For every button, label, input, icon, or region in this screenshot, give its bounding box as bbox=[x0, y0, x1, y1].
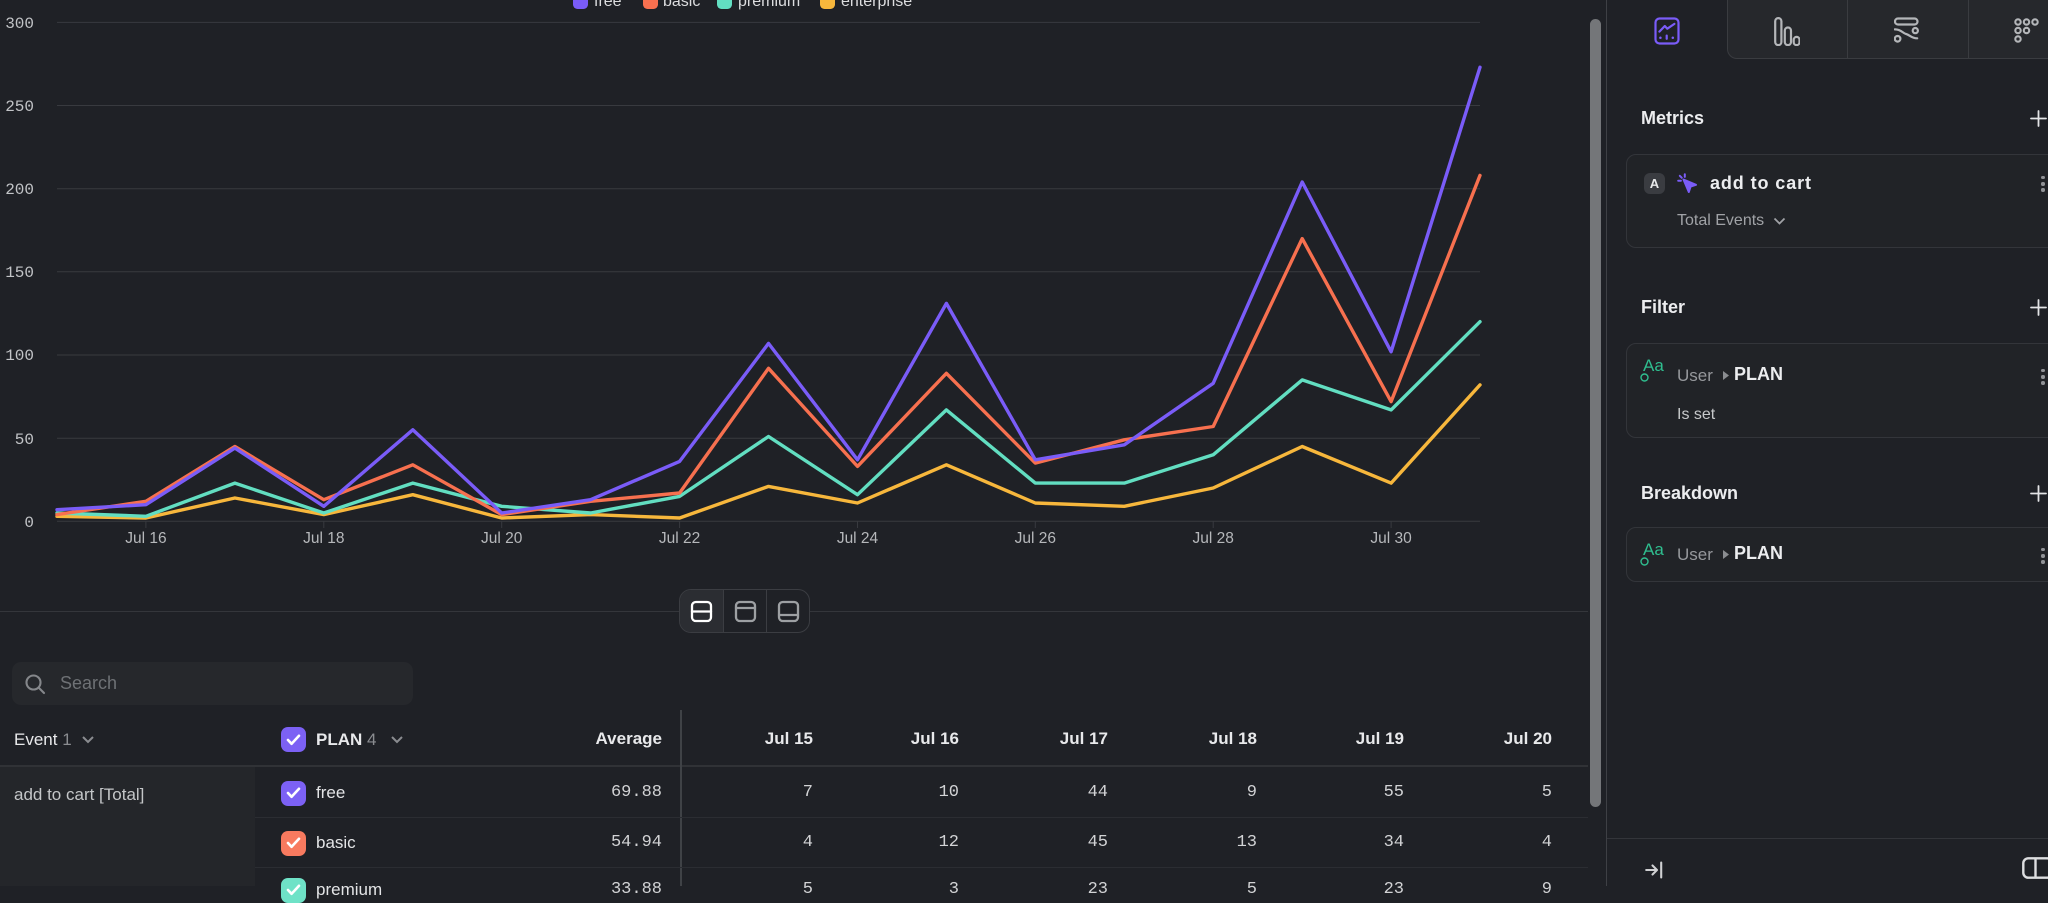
svg-text:Jul 28: Jul 28 bbox=[1193, 530, 1234, 547]
svg-text:250: 250 bbox=[5, 98, 34, 116]
svg-text:Jul 16: Jul 16 bbox=[125, 530, 166, 547]
svg-text:Jul 18: Jul 18 bbox=[303, 530, 344, 547]
svg-text:50: 50 bbox=[15, 431, 34, 449]
svg-text:Jul 30: Jul 30 bbox=[1370, 530, 1412, 547]
svg-text:Jul 24: Jul 24 bbox=[837, 530, 879, 547]
svg-text:200: 200 bbox=[5, 181, 34, 199]
svg-text:300: 300 bbox=[5, 15, 34, 33]
svg-text:Jul 26: Jul 26 bbox=[1015, 530, 1056, 547]
svg-text:Jul 20: Jul 20 bbox=[481, 530, 523, 547]
svg-text:0: 0 bbox=[24, 514, 34, 532]
svg-text:100: 100 bbox=[5, 347, 34, 365]
svg-text:Jul 22: Jul 22 bbox=[659, 530, 700, 547]
svg-text:150: 150 bbox=[5, 264, 34, 282]
